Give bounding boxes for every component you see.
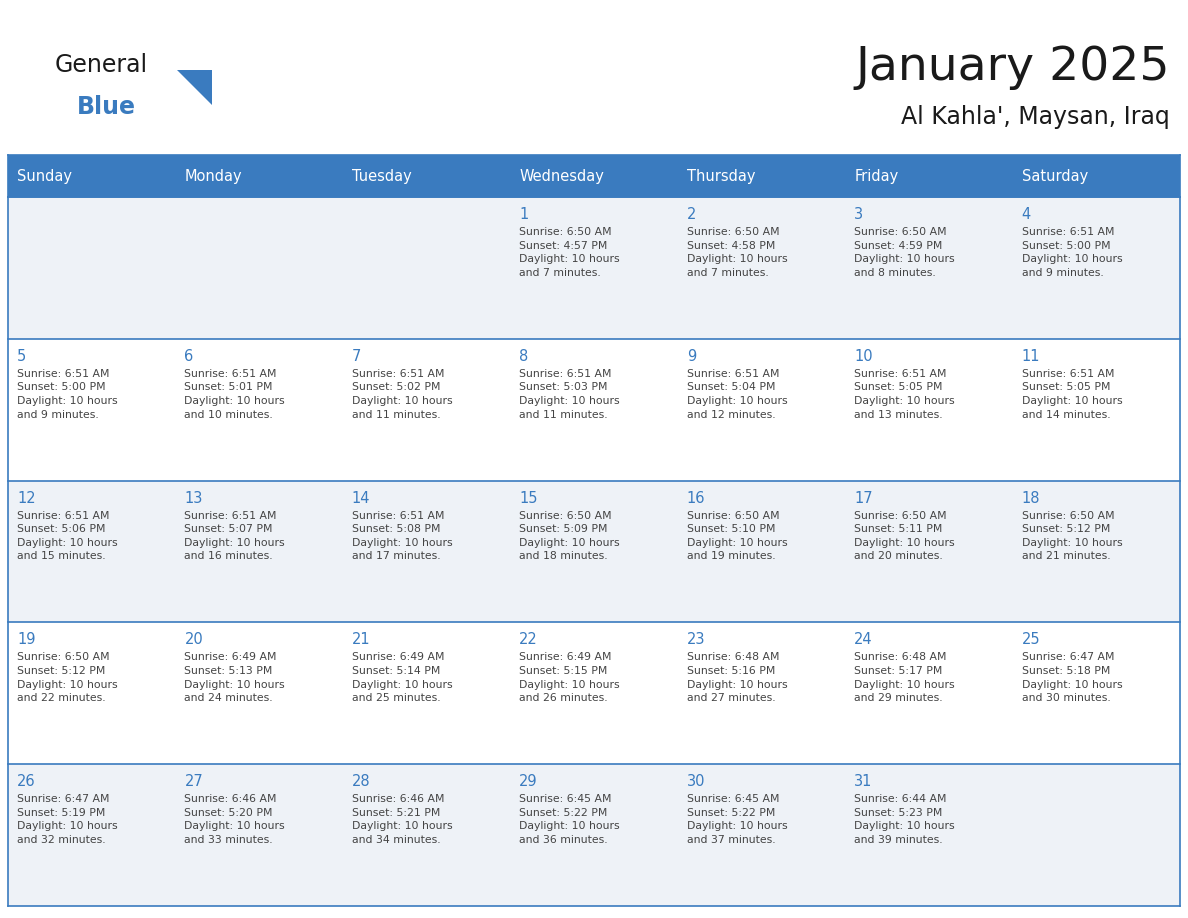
Bar — [8, 339, 1180, 481]
Text: Sunrise: 6:49 AM
Sunset: 5:15 PM
Daylight: 10 hours
and 26 minutes.: Sunrise: 6:49 AM Sunset: 5:15 PM Dayligh… — [519, 653, 620, 703]
Text: Sunrise: 6:50 AM
Sunset: 4:58 PM
Daylight: 10 hours
and 7 minutes.: Sunrise: 6:50 AM Sunset: 4:58 PM Dayligh… — [687, 227, 788, 278]
Text: 26: 26 — [17, 774, 36, 789]
Text: Sunrise: 6:51 AM
Sunset: 5:02 PM
Daylight: 10 hours
and 11 minutes.: Sunrise: 6:51 AM Sunset: 5:02 PM Dayligh… — [352, 369, 453, 420]
Text: 17: 17 — [854, 490, 873, 506]
Text: 21: 21 — [352, 633, 371, 647]
Text: Sunrise: 6:50 AM
Sunset: 5:09 PM
Daylight: 10 hours
and 18 minutes.: Sunrise: 6:50 AM Sunset: 5:09 PM Dayligh… — [519, 510, 620, 562]
Text: 8: 8 — [519, 349, 529, 364]
Text: Sunrise: 6:51 AM
Sunset: 5:04 PM
Daylight: 10 hours
and 12 minutes.: Sunrise: 6:51 AM Sunset: 5:04 PM Dayligh… — [687, 369, 788, 420]
Text: 15: 15 — [519, 490, 538, 506]
Text: Sunrise: 6:49 AM
Sunset: 5:13 PM
Daylight: 10 hours
and 24 minutes.: Sunrise: 6:49 AM Sunset: 5:13 PM Dayligh… — [184, 653, 285, 703]
Text: Sunrise: 6:51 AM
Sunset: 5:01 PM
Daylight: 10 hours
and 10 minutes.: Sunrise: 6:51 AM Sunset: 5:01 PM Dayligh… — [184, 369, 285, 420]
Text: 30: 30 — [687, 774, 706, 789]
Text: Sunrise: 6:50 AM
Sunset: 4:59 PM
Daylight: 10 hours
and 8 minutes.: Sunrise: 6:50 AM Sunset: 4:59 PM Dayligh… — [854, 227, 955, 278]
Text: Sunrise: 6:50 AM
Sunset: 5:10 PM
Daylight: 10 hours
and 19 minutes.: Sunrise: 6:50 AM Sunset: 5:10 PM Dayligh… — [687, 510, 788, 562]
Text: 12: 12 — [17, 490, 36, 506]
Text: 28: 28 — [352, 774, 371, 789]
Text: Al Kahla', Maysan, Iraq: Al Kahla', Maysan, Iraq — [902, 105, 1170, 129]
Text: Sunrise: 6:48 AM
Sunset: 5:16 PM
Daylight: 10 hours
and 27 minutes.: Sunrise: 6:48 AM Sunset: 5:16 PM Dayligh… — [687, 653, 788, 703]
Text: 14: 14 — [352, 490, 371, 506]
Text: 16: 16 — [687, 490, 706, 506]
Text: Wednesday: Wednesday — [519, 169, 605, 184]
Polygon shape — [177, 70, 211, 105]
Text: Sunrise: 6:46 AM
Sunset: 5:20 PM
Daylight: 10 hours
and 33 minutes.: Sunrise: 6:46 AM Sunset: 5:20 PM Dayligh… — [184, 794, 285, 845]
Text: Sunrise: 6:51 AM
Sunset: 5:06 PM
Daylight: 10 hours
and 15 minutes.: Sunrise: 6:51 AM Sunset: 5:06 PM Dayligh… — [17, 510, 118, 562]
Text: Sunrise: 6:45 AM
Sunset: 5:22 PM
Daylight: 10 hours
and 37 minutes.: Sunrise: 6:45 AM Sunset: 5:22 PM Dayligh… — [687, 794, 788, 845]
Text: Sunday: Sunday — [17, 169, 72, 184]
Text: 24: 24 — [854, 633, 873, 647]
Text: Saturday: Saturday — [1022, 169, 1088, 184]
Bar — [8, 622, 1180, 764]
Text: Sunrise: 6:51 AM
Sunset: 5:00 PM
Daylight: 10 hours
and 9 minutes.: Sunrise: 6:51 AM Sunset: 5:00 PM Dayligh… — [17, 369, 118, 420]
Text: Monday: Monday — [184, 169, 242, 184]
Text: 18: 18 — [1022, 490, 1040, 506]
Text: Sunrise: 6:51 AM
Sunset: 5:07 PM
Daylight: 10 hours
and 16 minutes.: Sunrise: 6:51 AM Sunset: 5:07 PM Dayligh… — [184, 510, 285, 562]
Text: Sunrise: 6:51 AM
Sunset: 5:05 PM
Daylight: 10 hours
and 13 minutes.: Sunrise: 6:51 AM Sunset: 5:05 PM Dayligh… — [854, 369, 955, 420]
Text: 27: 27 — [184, 774, 203, 789]
Bar — [8, 155, 1180, 197]
Text: Sunrise: 6:50 AM
Sunset: 5:11 PM
Daylight: 10 hours
and 20 minutes.: Sunrise: 6:50 AM Sunset: 5:11 PM Dayligh… — [854, 510, 955, 562]
Text: Sunrise: 6:46 AM
Sunset: 5:21 PM
Daylight: 10 hours
and 34 minutes.: Sunrise: 6:46 AM Sunset: 5:21 PM Dayligh… — [352, 794, 453, 845]
Text: 11: 11 — [1022, 349, 1040, 364]
Text: 25: 25 — [1022, 633, 1041, 647]
Text: 7: 7 — [352, 349, 361, 364]
Text: 6: 6 — [184, 349, 194, 364]
Text: 13: 13 — [184, 490, 203, 506]
Text: Sunrise: 6:50 AM
Sunset: 5:12 PM
Daylight: 10 hours
and 22 minutes.: Sunrise: 6:50 AM Sunset: 5:12 PM Dayligh… — [17, 653, 118, 703]
Text: 22: 22 — [519, 633, 538, 647]
Text: Sunrise: 6:47 AM
Sunset: 5:18 PM
Daylight: 10 hours
and 30 minutes.: Sunrise: 6:47 AM Sunset: 5:18 PM Dayligh… — [1022, 653, 1123, 703]
Text: 29: 29 — [519, 774, 538, 789]
Text: 4: 4 — [1022, 207, 1031, 222]
Text: Sunrise: 6:51 AM
Sunset: 5:05 PM
Daylight: 10 hours
and 14 minutes.: Sunrise: 6:51 AM Sunset: 5:05 PM Dayligh… — [1022, 369, 1123, 420]
Text: 3: 3 — [854, 207, 864, 222]
Text: 23: 23 — [687, 633, 706, 647]
Text: Sunrise: 6:51 AM
Sunset: 5:08 PM
Daylight: 10 hours
and 17 minutes.: Sunrise: 6:51 AM Sunset: 5:08 PM Dayligh… — [352, 510, 453, 562]
Text: January 2025: January 2025 — [855, 45, 1170, 90]
Text: Blue: Blue — [77, 95, 135, 119]
Text: Friday: Friday — [854, 169, 898, 184]
Bar — [8, 481, 1180, 622]
Text: 10: 10 — [854, 349, 873, 364]
Text: 2: 2 — [687, 207, 696, 222]
Text: Sunrise: 6:50 AM
Sunset: 5:12 PM
Daylight: 10 hours
and 21 minutes.: Sunrise: 6:50 AM Sunset: 5:12 PM Dayligh… — [1022, 510, 1123, 562]
Text: 31: 31 — [854, 774, 872, 789]
Bar — [8, 764, 1180, 906]
Text: 5: 5 — [17, 349, 26, 364]
Text: Sunrise: 6:49 AM
Sunset: 5:14 PM
Daylight: 10 hours
and 25 minutes.: Sunrise: 6:49 AM Sunset: 5:14 PM Dayligh… — [352, 653, 453, 703]
Text: 1: 1 — [519, 207, 529, 222]
Text: 19: 19 — [17, 633, 36, 647]
Text: Sunrise: 6:51 AM
Sunset: 5:00 PM
Daylight: 10 hours
and 9 minutes.: Sunrise: 6:51 AM Sunset: 5:00 PM Dayligh… — [1022, 227, 1123, 278]
Text: 20: 20 — [184, 633, 203, 647]
Text: 9: 9 — [687, 349, 696, 364]
Text: Thursday: Thursday — [687, 169, 756, 184]
Text: Sunrise: 6:47 AM
Sunset: 5:19 PM
Daylight: 10 hours
and 32 minutes.: Sunrise: 6:47 AM Sunset: 5:19 PM Dayligh… — [17, 794, 118, 845]
Text: Sunrise: 6:48 AM
Sunset: 5:17 PM
Daylight: 10 hours
and 29 minutes.: Sunrise: 6:48 AM Sunset: 5:17 PM Dayligh… — [854, 653, 955, 703]
Text: Sunrise: 6:50 AM
Sunset: 4:57 PM
Daylight: 10 hours
and 7 minutes.: Sunrise: 6:50 AM Sunset: 4:57 PM Dayligh… — [519, 227, 620, 278]
Text: Sunrise: 6:45 AM
Sunset: 5:22 PM
Daylight: 10 hours
and 36 minutes.: Sunrise: 6:45 AM Sunset: 5:22 PM Dayligh… — [519, 794, 620, 845]
Text: Sunrise: 6:44 AM
Sunset: 5:23 PM
Daylight: 10 hours
and 39 minutes.: Sunrise: 6:44 AM Sunset: 5:23 PM Dayligh… — [854, 794, 955, 845]
Text: Tuesday: Tuesday — [352, 169, 411, 184]
Text: General: General — [55, 53, 148, 77]
Bar — [8, 197, 1180, 339]
Text: Sunrise: 6:51 AM
Sunset: 5:03 PM
Daylight: 10 hours
and 11 minutes.: Sunrise: 6:51 AM Sunset: 5:03 PM Dayligh… — [519, 369, 620, 420]
